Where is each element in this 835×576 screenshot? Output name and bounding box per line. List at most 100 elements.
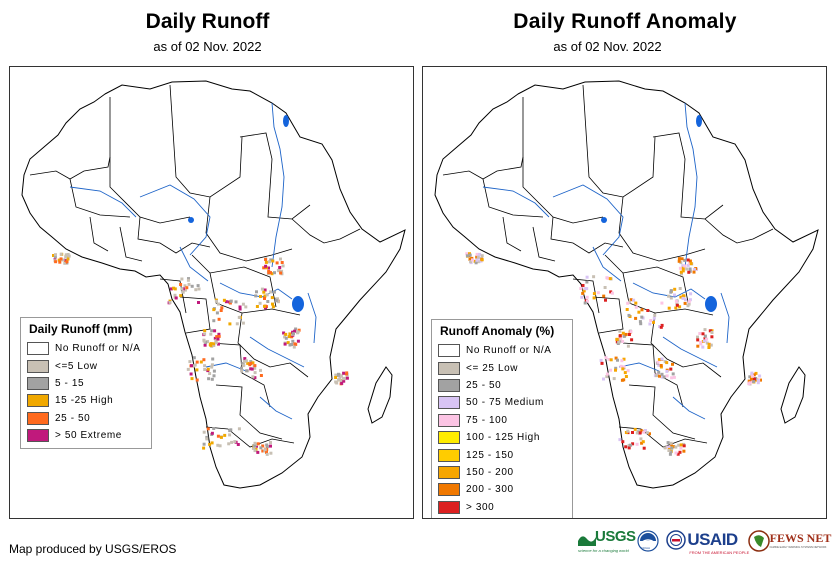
runoff-cell bbox=[187, 282, 191, 286]
runoff-cell bbox=[180, 287, 184, 291]
runoff-cell bbox=[672, 375, 676, 379]
runoff-cell bbox=[679, 443, 683, 447]
runoff-cell bbox=[291, 339, 295, 343]
runoff-cell bbox=[237, 427, 241, 431]
legend-item-medium: 50 - 75 Medium bbox=[438, 394, 566, 411]
runoff-cell bbox=[626, 301, 630, 305]
runoff-cell bbox=[619, 337, 623, 341]
runoff-cell bbox=[212, 369, 216, 373]
runoff-cell bbox=[581, 291, 585, 295]
runoff-cell bbox=[185, 286, 189, 290]
legend-label: 50 - 75 Medium bbox=[466, 397, 544, 409]
runoff-cell bbox=[337, 372, 340, 376]
legend-label: 5 - 15 bbox=[55, 377, 85, 389]
runoff-cell bbox=[662, 375, 666, 379]
runoff-cell bbox=[627, 443, 631, 447]
runoff-cell bbox=[249, 362, 253, 365]
runoff-cell bbox=[640, 441, 644, 445]
runoff-cell bbox=[266, 300, 270, 303]
legend-label: 25 - 50 bbox=[55, 412, 91, 424]
runoff-cell bbox=[253, 449, 257, 453]
runoff-cell bbox=[210, 377, 214, 381]
runoff-cell bbox=[229, 299, 233, 303]
country-border bbox=[650, 312, 722, 378]
runoff-cell bbox=[683, 301, 687, 305]
legend-item-high: 100 - 125 High bbox=[438, 429, 566, 446]
runoff-cell bbox=[680, 257, 684, 261]
runoff-cell bbox=[222, 298, 226, 302]
runoff-cell bbox=[674, 445, 678, 449]
runoff-cell bbox=[264, 260, 268, 264]
runoff-cell bbox=[276, 300, 280, 304]
runoff-cell bbox=[627, 313, 631, 317]
country-border bbox=[209, 342, 271, 408]
runoff-cell bbox=[606, 276, 610, 280]
runoff-cell bbox=[168, 300, 172, 304]
runoff-cell bbox=[626, 429, 630, 433]
runoff-cell bbox=[692, 267, 696, 271]
runoff-cell bbox=[216, 337, 220, 341]
runoff-cell bbox=[269, 258, 273, 262]
runoff-cell bbox=[689, 292, 693, 296]
runoff-cell bbox=[216, 443, 220, 447]
runoff-cell bbox=[628, 300, 631, 304]
runoff-cell bbox=[233, 440, 237, 444]
runoff-cell bbox=[581, 284, 585, 287]
right-map-title: Daily Runoff Anomaly bbox=[513, 10, 737, 33]
runoff-cell bbox=[219, 309, 223, 312]
legend-item-no-runoff: No Runoff or N/A bbox=[27, 340, 145, 357]
runoff-cell bbox=[618, 334, 622, 338]
country-border bbox=[169, 84, 243, 198]
runoff-cell bbox=[665, 374, 669, 378]
country-border bbox=[239, 132, 311, 220]
runoff-cell bbox=[53, 255, 57, 259]
usgs-text: USGS bbox=[595, 528, 636, 545]
runoff-cell bbox=[214, 339, 218, 343]
runoff-cell bbox=[179, 294, 183, 298]
runoff-cell bbox=[614, 366, 618, 370]
river bbox=[69, 186, 137, 218]
left-legend-title: Daily Runoff (mm) bbox=[29, 322, 133, 336]
left-map-subtitle: as of 02 Nov. 2022 bbox=[153, 39, 262, 54]
runoff-cell bbox=[619, 364, 623, 368]
runoff-cell bbox=[609, 290, 613, 294]
legend-swatch bbox=[27, 429, 49, 443]
runoff-cell bbox=[667, 294, 671, 298]
runoff-cell bbox=[190, 284, 194, 288]
runoff-cell bbox=[638, 431, 642, 435]
runoff-cell bbox=[64, 253, 68, 257]
runoff-cell bbox=[622, 357, 626, 361]
runoff-cell bbox=[64, 255, 68, 259]
runoff-cell bbox=[579, 287, 583, 290]
runoff-cell bbox=[646, 309, 650, 312]
runoff-cell bbox=[688, 298, 692, 302]
legend-label: <=5 Low bbox=[55, 360, 98, 372]
runoff-cell bbox=[228, 322, 232, 326]
runoff-cell bbox=[660, 375, 664, 379]
runoff-cell bbox=[67, 254, 71, 258]
runoff-cell bbox=[244, 359, 248, 363]
runoff-cell bbox=[203, 343, 207, 347]
runoff-cell bbox=[618, 438, 622, 442]
runoff-cell bbox=[59, 257, 63, 261]
runoff-cell bbox=[205, 437, 209, 441]
runoff-cell bbox=[202, 442, 206, 446]
runoff-cell bbox=[345, 376, 349, 380]
runoff-cell bbox=[669, 450, 673, 454]
runoff-cell bbox=[246, 361, 250, 365]
runoff-cell bbox=[475, 255, 479, 259]
usgs-tagline: science for a changing world bbox=[578, 548, 629, 553]
runoff-cell bbox=[245, 369, 249, 373]
runoff-cell bbox=[238, 305, 242, 309]
runoff-cell bbox=[480, 254, 484, 258]
runoff-cell bbox=[186, 278, 190, 282]
runoff-cell bbox=[172, 286, 176, 290]
runoff-cell bbox=[58, 260, 62, 264]
usaid-seal-icon bbox=[666, 530, 687, 550]
legend-swatch bbox=[438, 448, 460, 462]
madagascar-outline bbox=[780, 366, 806, 424]
runoff-cell bbox=[63, 261, 67, 265]
runoff-cell bbox=[614, 356, 618, 360]
runoff-cell bbox=[677, 443, 681, 447]
runoff-cell bbox=[210, 329, 214, 333]
